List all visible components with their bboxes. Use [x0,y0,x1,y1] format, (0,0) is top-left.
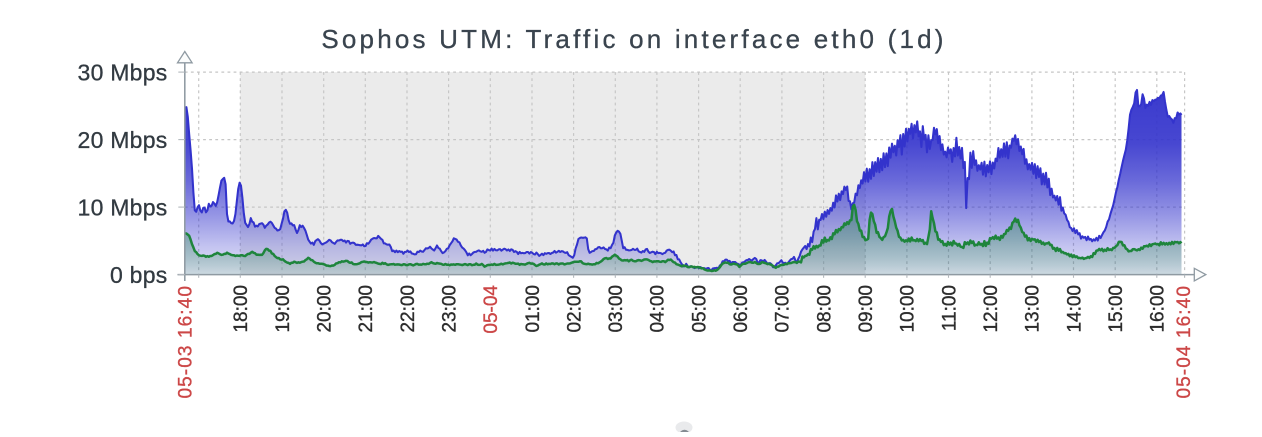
svg-text:20 Mbps: 20 Mbps [78,127,168,153]
svg-text:12:00: 12:00 [981,285,1002,333]
svg-text:04:00: 04:00 [648,285,669,333]
svg-text:01:00: 01:00 [523,285,544,333]
svg-text:05:00: 05:00 [689,285,710,333]
svg-text:15:00: 15:00 [1106,285,1127,333]
svg-text:07:00: 07:00 [773,285,794,333]
svg-text:23:00: 23:00 [439,285,460,333]
svg-text:21:00: 21:00 [356,285,377,333]
svg-text:03:00: 03:00 [606,285,627,333]
svg-text:18:00: 18:00 [231,285,252,333]
svg-text:14:00: 14:00 [1064,285,1085,333]
svg-text:30 Mbps: 30 Mbps [78,59,168,85]
svg-text:11:00: 11:00 [939,285,960,331]
svg-text:09:00: 09:00 [856,285,877,333]
svg-text:08:00: 08:00 [814,285,835,333]
svg-text:10 Mbps: 10 Mbps [78,194,168,220]
svg-text:02:00: 02:00 [564,285,585,333]
svg-text:16:00: 16:00 [1148,285,1169,333]
svg-text:22:00: 22:00 [398,285,419,333]
svg-text:19:00: 19:00 [273,285,294,333]
svg-text:05-04 16:40: 05-04 16:40 [1174,285,1195,399]
svg-text:06:00: 06:00 [731,285,752,333]
svg-text:05-04: 05-04 [481,285,502,334]
svg-text:13:00: 13:00 [1023,285,1044,333]
svg-text:10:00: 10:00 [898,285,919,333]
svg-text:05-03 16:40: 05-03 16:40 [176,285,197,399]
svg-text:Sophos UTM: Traffic on interfa: Sophos UTM: Traffic on interface eth0 (1… [321,24,946,54]
svg-text:0 bps: 0 bps [110,262,168,288]
svg-text:20:00: 20:00 [315,285,336,333]
